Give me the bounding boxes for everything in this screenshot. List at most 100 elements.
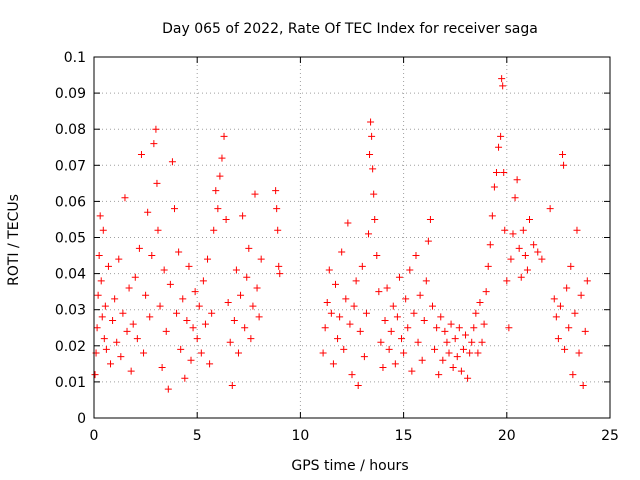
data-point [530, 241, 538, 249]
data-point [152, 125, 160, 133]
data-point [251, 190, 259, 198]
data-point [127, 367, 135, 375]
data-point [170, 205, 178, 213]
data-point [365, 230, 373, 238]
data-point [247, 335, 255, 343]
data-point [342, 295, 350, 303]
data-point [109, 317, 117, 325]
data-point [245, 244, 253, 252]
data-point [505, 324, 513, 332]
data-point [331, 280, 339, 288]
data-point [228, 382, 236, 390]
data-point [146, 313, 154, 321]
data-point [350, 302, 358, 310]
data-point [577, 291, 585, 299]
data-point [484, 262, 492, 270]
data-point [362, 309, 370, 317]
data-point [183, 317, 191, 325]
data-point [381, 317, 389, 325]
data-point [426, 215, 434, 223]
data-point [338, 248, 346, 256]
data-point [210, 226, 218, 234]
data-point [148, 252, 156, 260]
data-point [445, 349, 453, 357]
data-point [327, 309, 335, 317]
data-point [323, 298, 331, 306]
data-point [189, 324, 197, 332]
data-point [154, 226, 162, 234]
data-point [488, 212, 496, 220]
data-point [521, 252, 529, 260]
y-tick-label: 0.08 [55, 122, 86, 138]
data-point [113, 338, 121, 346]
data-point [222, 215, 230, 223]
data-point [115, 255, 123, 263]
data-point [100, 335, 108, 343]
data-point [369, 165, 377, 173]
data-point [546, 205, 554, 213]
data-point [559, 150, 567, 158]
data-point [393, 313, 401, 321]
data-point [509, 230, 517, 238]
y-tick-label: 0.05 [55, 231, 86, 247]
data-point [373, 252, 381, 260]
data-point [158, 363, 166, 371]
data-point [552, 313, 560, 321]
data-point [375, 288, 383, 296]
x-tick-label: 20 [498, 428, 516, 444]
data-point [168, 158, 176, 166]
data-point [468, 338, 476, 346]
data-point [237, 291, 245, 299]
data-point [538, 255, 546, 263]
data-point [255, 313, 263, 321]
data-point [406, 266, 414, 274]
data-point [478, 338, 486, 346]
data-point [111, 295, 119, 303]
data-point [492, 169, 500, 177]
data-point [195, 302, 203, 310]
data-point [385, 345, 393, 353]
data-point [408, 367, 416, 375]
data-point [490, 183, 498, 191]
data-point [348, 371, 356, 379]
data-point [410, 309, 418, 317]
data-point [230, 317, 238, 325]
data-point [498, 75, 506, 83]
data-point [474, 349, 482, 357]
data-point [462, 331, 470, 339]
data-point [503, 277, 511, 285]
data-point [179, 295, 187, 303]
y-tick-label: 0.03 [55, 303, 86, 319]
data-point [422, 277, 430, 285]
y-tick-label: 0.1 [64, 50, 86, 66]
data-point [383, 284, 391, 292]
data-point [360, 353, 368, 361]
data-point [275, 262, 283, 270]
data-point [389, 302, 397, 310]
data-point [216, 172, 224, 180]
data-point [166, 280, 174, 288]
y-tick-label: 0.02 [55, 339, 86, 355]
x-axis-title: GPS time / hours [291, 458, 408, 474]
data-point [523, 266, 531, 274]
data-point [193, 335, 201, 343]
data-point [571, 309, 579, 317]
data-point [431, 345, 439, 353]
data-point [563, 284, 571, 292]
data-point [325, 266, 333, 274]
data-point [358, 262, 366, 270]
data-point [93, 324, 101, 332]
data-point [334, 335, 342, 343]
x-tick-label: 5 [193, 428, 202, 444]
data-point [274, 226, 282, 234]
data-point [356, 327, 364, 335]
data-point [257, 255, 265, 263]
data-point [433, 324, 441, 332]
y-tick-label: 0.09 [55, 86, 86, 102]
data-point [439, 356, 447, 364]
data-point [272, 187, 280, 195]
data-point [352, 277, 360, 285]
data-point [534, 248, 542, 256]
data-point [404, 324, 412, 332]
